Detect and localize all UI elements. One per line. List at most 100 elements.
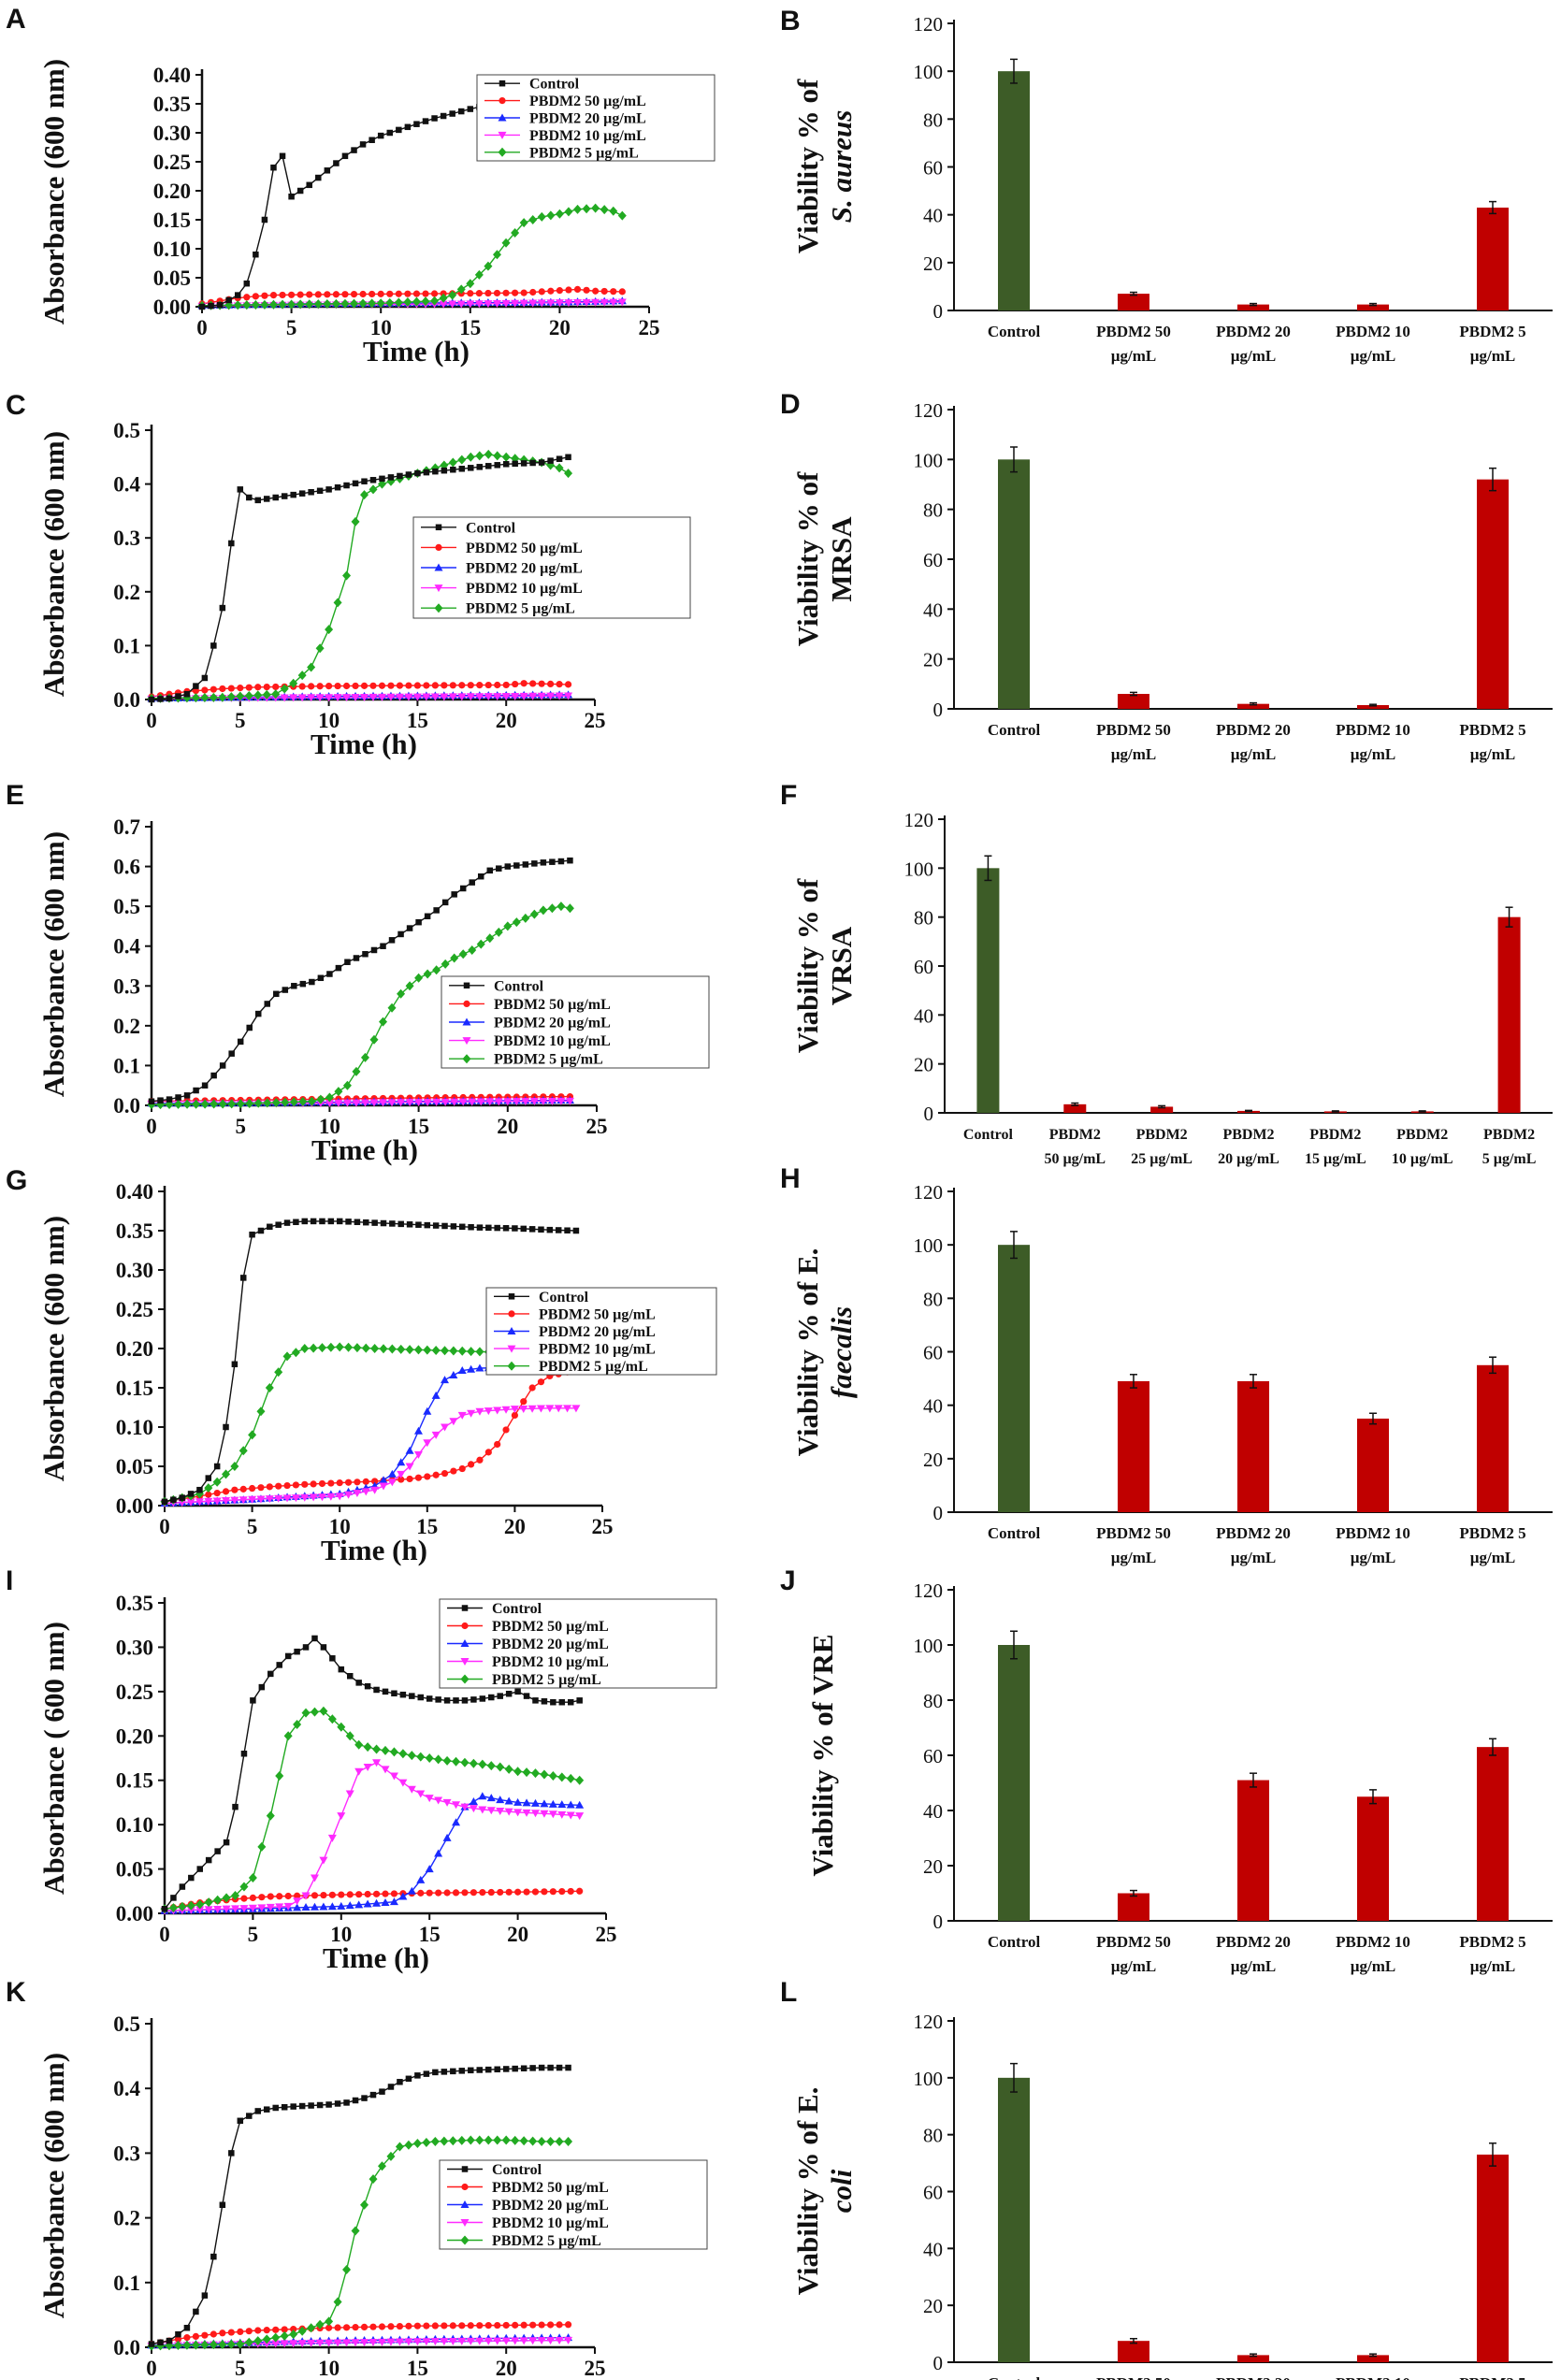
panel-letter: F	[780, 780, 797, 811]
legend: Control PBDM2 50 µg/mL PBDM2 20 µg/mL PBDM2…	[439, 1598, 717, 1689]
bar	[1118, 2341, 1149, 2362]
data-point	[546, 2136, 556, 2146]
category-label: PBDM2	[1309, 1127, 1361, 1143]
data-point	[529, 459, 536, 467]
data-point	[315, 2319, 325, 2330]
data-point	[537, 2136, 546, 2146]
data-point	[443, 1697, 451, 1704]
y-tick-label: 0.4	[113, 935, 140, 959]
data-point	[209, 692, 218, 702]
data-point	[440, 2136, 449, 2146]
data-point	[263, 2327, 270, 2334]
data-point	[539, 1097, 548, 1105]
y-tick-label: 0.5	[113, 2012, 140, 2036]
data-point	[363, 1219, 369, 1226]
data-point	[405, 1345, 414, 1355]
data-point	[318, 1479, 326, 1488]
data-point	[423, 469, 430, 476]
data-point	[284, 1892, 292, 1900]
panel-letter: B	[780, 6, 801, 36]
data-point	[334, 2100, 341, 2107]
data-point	[368, 298, 377, 309]
data-point	[364, 1890, 371, 1898]
y-tick-label: 20	[914, 1054, 933, 1076]
data-point	[457, 1366, 467, 1375]
data-point	[275, 1903, 284, 1911]
data-point	[575, 1812, 585, 1821]
data-point	[307, 694, 316, 702]
data-point	[345, 1790, 354, 1798]
data-point	[426, 1695, 433, 1702]
legend-label: PBDM2 5 µg/mL	[466, 601, 575, 617]
x-tick-label: 15	[419, 1923, 441, 1946]
data-point	[440, 693, 449, 701]
series-pbdm2-50-g-ml	[198, 285, 626, 308]
y-axis-title: Absorbance (600 nm)	[37, 831, 70, 1097]
y-tick-label: 120	[914, 13, 944, 36]
data-point	[460, 1803, 470, 1811]
data-point	[457, 108, 465, 115]
data-point	[387, 2323, 395, 2330]
category-label: 15 µg/mL	[1305, 1151, 1366, 1167]
data-point	[501, 299, 511, 308]
data-point	[345, 1901, 354, 1910]
data-point	[282, 1494, 292, 1503]
data-point	[529, 1098, 539, 1106]
data-point	[353, 955, 360, 961]
bar	[1118, 294, 1149, 310]
data-point	[271, 2340, 281, 2348]
data-point	[187, 1491, 195, 1497]
legend-label: PBDM2 10 µg/mL	[492, 2215, 609, 2231]
data-point	[545, 1405, 555, 1413]
data-point	[313, 299, 323, 310]
legend-marker	[461, 1622, 469, 1630]
data-point	[379, 1099, 388, 1107]
data-point	[379, 2088, 385, 2095]
data-point	[379, 1476, 388, 1484]
data-point	[550, 1698, 556, 1706]
legend-label: PBDM2 20 µg/mL	[492, 2198, 609, 2214]
category-label: PBDM2	[1222, 1127, 1274, 1143]
data-point	[441, 2069, 448, 2075]
data-point	[306, 291, 313, 298]
data-point	[556, 902, 566, 912]
data-point	[389, 1747, 398, 1757]
series-control	[161, 1635, 583, 1912]
data-point	[319, 1856, 328, 1865]
y-tick-label: 120	[914, 399, 944, 422]
data-point	[372, 1744, 382, 1754]
data-point	[494, 2066, 500, 2073]
data-point	[385, 297, 395, 308]
data-point	[337, 1901, 346, 1910]
data-point	[287, 299, 296, 310]
data-point	[329, 1655, 336, 1662]
data-point	[512, 2065, 518, 2072]
data-point	[511, 2337, 520, 2345]
data-point	[319, 1902, 328, 1911]
data-point	[417, 1889, 425, 1897]
category-label: PBDM2	[1136, 1127, 1188, 1143]
data-point	[226, 2339, 236, 2349]
data-point	[369, 1034, 379, 1045]
bar	[1118, 1380, 1149, 1512]
data-point	[272, 2326, 280, 2333]
data-point	[591, 203, 600, 213]
x-axis-title: Time (h)	[321, 1534, 427, 1566]
data-point	[361, 478, 368, 484]
data-point	[222, 1905, 231, 1913]
panel-a: A 0.00 0.05 0.10 0.15 0.20 0.25 0.30 0.35 0.40 Abs…	[6, 4, 715, 368]
y-tick-label: 0	[933, 699, 944, 721]
data-point	[245, 1098, 254, 1108]
data-point	[249, 1894, 256, 1901]
data-point	[344, 1491, 354, 1499]
data-point	[476, 682, 484, 689]
data-point	[493, 289, 501, 297]
data-point	[431, 682, 439, 689]
data-point	[335, 964, 342, 972]
category-label: µg/mL	[1231, 347, 1277, 365]
data-point	[511, 2135, 520, 2145]
data-point	[493, 693, 502, 701]
data-point	[325, 2324, 333, 2331]
data-point	[352, 2324, 359, 2331]
data-point	[253, 251, 259, 258]
